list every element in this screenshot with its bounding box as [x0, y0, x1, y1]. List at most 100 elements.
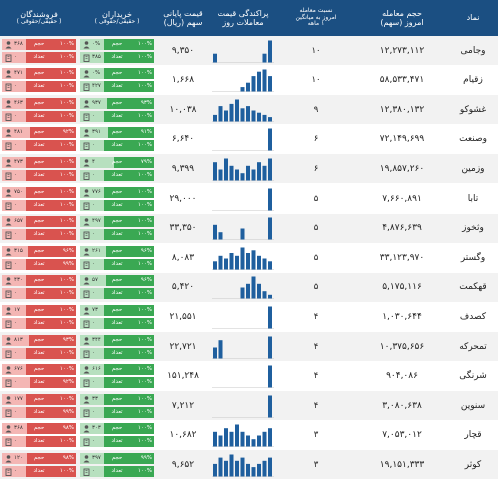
- building-icon: [83, 231, 90, 240]
- buy-volume-bar-fill: [104, 452, 154, 464]
- header-sellers[interactable]: فروشندگان ( حقیقی/حقوقی ): [16, 9, 62, 26]
- sell-count-value: ۰: [14, 53, 17, 60]
- buy-volume-percent: ۱۰۰%: [137, 40, 152, 47]
- buy-volume-value: ۶۱۶: [92, 366, 101, 373]
- table-row[interactable]: تمحرکه ۱۰,۳۷۵,۶۵۶ ۴ ۲۲,۷۲۱ ۱۰۰% حجم ۳۴۴ ۱۰۰% تعد…: [0, 332, 498, 361]
- table-row[interactable]: وزمین ۱۹,۸۵۷,۲۶۰ ۶ ۹,۳۹۹ ۷۹% حجم ۴ ۱۰۰% تعداد ۰ ۱۰…: [0, 154, 498, 184]
- histogram-bar: [240, 107, 245, 122]
- table-row[interactable]: وگستر ۳۳,۱۲۳,۹۷۰ ۵ ۸,۰۸۳ ۹۶% حجم ۲۶۱ ۱۰۰% تعداد ۰…: [0, 243, 498, 273]
- symbol-name[interactable]: وجامی: [460, 45, 486, 56]
- table-row[interactable]: قچار ۷,۰۵۳,۰۱۲ ۳ ۱۰,۶۸۲ ۱۰۰% حجم ۳۰۳ ۱۰۰% تعداد ۰…: [0, 420, 498, 450]
- volume-ratio: ۱۰: [311, 45, 321, 56]
- volume-ratio: ۴: [313, 341, 319, 352]
- person-icon: [83, 247, 90, 256]
- histogram-bar: [268, 260, 272, 270]
- table-row[interactable]: تابا ۷,۶۶۰,۸۹۱ ۵ ۲۹,۰۰۰ ۱۰۰% حجم ۷۷۶ ۱۰۰% تعداد ۰…: [0, 184, 498, 213]
- buy-count-label: تعداد: [111, 349, 123, 356]
- buy-volume-bar: ۹۶% حجم ۵۷: [80, 275, 154, 287]
- header-buyers[interactable]: خریداران ( حقیقی/حقوقی ): [94, 9, 140, 26]
- symbol-name[interactable]: وصنعت: [459, 134, 487, 145]
- sell-count-bar: ۱۰۰% تعداد ۰: [2, 465, 76, 477]
- symbol-name[interactable]: قچار: [464, 430, 482, 441]
- histogram-bar: [268, 158, 272, 181]
- table-row[interactable]: کوثر ۱۹,۱۵۱,۳۳۳ ۳ ۹,۶۵۲ ۹۹% حجم ۳۹۷ ۱۰۰% تعداد ۰ ۹…: [0, 450, 498, 480]
- volume-ratio: ۵: [313, 193, 319, 204]
- sellers-bars: ۱۰۰% حجم ۱۷۷ ۹۹% تعداد ۰: [2, 393, 76, 419]
- volume-ratio: ۶: [313, 134, 319, 145]
- table-row[interactable]: زقیام ۵۸,۵۳۳,۴۷۱ ۱۰ ۱,۶۶۸ ۱۰۰% حجم ۰% ۱۰۰% تعداد…: [0, 65, 498, 95]
- symbol-name[interactable]: شرنگی: [459, 371, 487, 382]
- sell-volume-bar-fill: [26, 275, 76, 287]
- buy-volume-bar: ۱۰۰% حجم ۴۹۷: [80, 216, 154, 228]
- buy-count-value: ۰: [92, 379, 95, 386]
- sell-volume-bar: ۹۸% حجم ۳۶۸: [2, 423, 76, 435]
- volume-ratio: ۹: [313, 104, 319, 115]
- symbol-name[interactable]: کصدف: [459, 311, 487, 322]
- sell-volume-bar: ۱۰۰% حجم ۱۷: [2, 304, 76, 316]
- header-volume[interactable]: حجم معامله امروز (سهم): [380, 8, 424, 27]
- price-histogram: [212, 395, 274, 418]
- histogram-bar: [246, 284, 250, 299]
- symbol-name[interactable]: وگستر: [460, 252, 486, 263]
- sell-count-bar-fill: [26, 229, 76, 241]
- histogram-bar: [213, 224, 217, 240]
- histogram-bar: [262, 291, 267, 299]
- buy-count-label: تعداد: [111, 290, 123, 297]
- symbol-name[interactable]: غشوکو: [459, 104, 487, 115]
- sell-volume-bar: ۱۰۰% حجم ۴۳۰: [2, 275, 76, 287]
- symbol-name[interactable]: وثخوز: [462, 223, 484, 234]
- buy-volume-bar-fill: [104, 38, 154, 50]
- sell-volume-percent: ۹۸%: [62, 425, 74, 432]
- buy-volume-value: ۹۳۷: [92, 99, 101, 106]
- histogram-bar: [268, 295, 272, 299]
- symbol-name[interactable]: کوثر: [464, 459, 482, 470]
- building-icon: [5, 202, 12, 210]
- table-row[interactable]: وثخوز ۴,۸۷۶,۶۳۹ ۵ ۳۳,۳۵۰ ۱۰۰% حجم ۴۹۷ ۱۰۰% تعداد…: [0, 213, 498, 243]
- header-ratio[interactable]: نسبت معامله امروز به میانگین ۱ ماهه: [295, 6, 337, 28]
- symbol-name[interactable]: وزمین: [461, 163, 485, 174]
- buy-count-value: ۰: [92, 349, 95, 356]
- header-name[interactable]: نماد: [466, 13, 480, 23]
- table-row[interactable]: قهکمت ۵,۱۷۵,۱۱۶ ۵ ۵,۴۲۰ ۹۶% حجم ۵۷ ۱۰۰% تعداد ۰ ۱۰…: [0, 272, 498, 302]
- buy-count-bar: ۱۰۰% تعداد ۰: [80, 199, 154, 211]
- header-price[interactable]: قیمت پایانی سهم (ریال): [163, 8, 203, 27]
- buy-volume-label: حجم: [111, 188, 123, 195]
- sellers-bars: ۹۶% حجم ۳۱۵ ۹۹% تعداد ۰: [2, 245, 76, 271]
- table-header: نماد حجم معامله امروز (سهم) نسبت معامله …: [0, 0, 498, 36]
- symbol-name[interactable]: زقیام: [463, 75, 483, 86]
- buy-count-bar: ۱۰۰% تعداد ۰: [80, 317, 154, 329]
- buy-volume-bar: ۱۰۰% حجم ۶۱۶: [80, 364, 154, 376]
- volume-ratio: ۴: [313, 311, 319, 322]
- buy-volume-value: ۷۷۶: [92, 188, 101, 195]
- trade-volume: ۱۲,۳۸۰,۱۳۲: [379, 104, 425, 115]
- table-row[interactable]: غشوکو ۱۲,۳۸۰,۱۳۲ ۹ ۱۰,۰۳۸ ۹۳% حجم ۹۳۷ ۱۰۰% تعداد…: [0, 95, 498, 125]
- buy-volume-bar-fill: [104, 186, 154, 198]
- trade-volume: ۱۲,۲۷۳,۱۱۲: [379, 45, 425, 56]
- sell-count-value: ۰: [14, 467, 17, 474]
- buy-volume-bar: ۹۱% حجم ۳۹۱: [80, 127, 154, 139]
- table-row[interactable]: شرنگی ۹۰۴,۰۸۶ ۴ ۱۵۱,۲۴۸ ۱۰۰% حجم ۶۱۶ ۱۰۰% تعداد ۰…: [0, 361, 498, 391]
- buy-count-bar-fill: [104, 81, 154, 93]
- histogram-bar: [213, 347, 217, 358]
- building-icon: [5, 468, 12, 476]
- building-icon: [5, 320, 12, 328]
- person-icon: [5, 307, 12, 315]
- sell-volume-bar-fill: [27, 423, 76, 435]
- symbol-name[interactable]: قهکمت: [459, 282, 487, 293]
- person-icon: [5, 395, 12, 404]
- symbol-name[interactable]: سنوین: [460, 400, 486, 411]
- closing-price: ۹,۳۵۰: [171, 45, 195, 56]
- buy-volume-value: ۲۶۱: [92, 247, 101, 254]
- sellers-bars: ۱۰۰% حجم ۷۵۰ ۱۰۰% تعداد ۰: [2, 186, 76, 212]
- table-row[interactable]: وجامی ۱۲,۲۷۳,۱۱۲ ۱۰ ۹,۳۵۰ ۱۰۰% حجم ۰% ۱۰۰% تعداد…: [0, 36, 498, 65]
- buyers-cell: ۹۶% حجم ۵۷ ۱۰۰% تعداد ۰: [78, 273, 156, 302]
- sell-volume-bar: ۹۳% حجم ۸۱۳: [2, 334, 76, 346]
- symbol-name[interactable]: تمحرکه: [459, 341, 487, 352]
- table-row[interactable]: وصنعت ۷۲,۱۴۹,۶۹۹ ۶ ۶,۶۴۰ ۹۱% حجم ۳۹۱ ۱۰۰% تعداد ۰…: [0, 124, 498, 154]
- buy-count-value: ۰: [92, 112, 95, 119]
- table-row[interactable]: کصدف ۱,۰۳۰,۶۴۴ ۴ ۲۱,۵۵۱ ۱۰۰% حجم ۷۳ ۱۰۰% تعداد ۰ ۱…: [0, 302, 498, 332]
- symbol-name[interactable]: تابا: [467, 193, 479, 204]
- table-row[interactable]: سنوین ۳,۰۸۰,۶۳۸ ۴ ۷,۲۱۲ ۱۰۰% حجم ۳۳ ۱۰۰% تعداد ۰ ۱…: [0, 391, 498, 421]
- header-hist[interactable]: پراکندگی قیمت معاملات روز: [217, 8, 269, 27]
- sell-count-value: ۰: [14, 142, 17, 149]
